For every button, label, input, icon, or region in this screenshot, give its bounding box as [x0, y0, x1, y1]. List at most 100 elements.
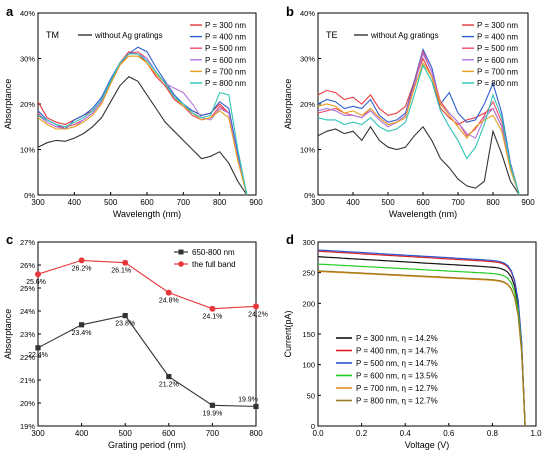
c-xtick-label: 400	[75, 429, 89, 438]
d-ytick-label: 300	[302, 238, 315, 247]
d-xlabel: Voltage (V)	[405, 440, 450, 450]
a-xtick-label: 900	[249, 198, 263, 207]
b-mode-label: TE	[326, 30, 338, 40]
b-legend-label: P = 700 nm	[477, 67, 518, 76]
b-legend-label-reference: without Ag gratings	[370, 31, 439, 40]
b-xtick-label: 300	[311, 198, 325, 207]
a-series-line-reference	[37, 76, 248, 196]
b-ytick-label: 30%	[300, 55, 315, 64]
c-series-line-2	[37, 259, 257, 310]
a-series-line-3	[37, 51, 248, 196]
d-legend-label: P = 300 nm, η = 14.2%	[356, 334, 438, 343]
d-legend-label: P = 700 nm, η = 12.7%	[356, 384, 438, 393]
c-data-label: 24.1%	[202, 314, 222, 321]
c-data-label: 26.2%	[72, 265, 92, 272]
c-data-label: 26.1%	[111, 268, 131, 275]
panel-letter-c: c	[6, 232, 13, 247]
c-data-label: 25.6%	[26, 279, 46, 286]
d-legend-label: P = 600 nm, η = 13.5%	[356, 372, 438, 381]
b-legend-label: P = 800 nm	[477, 79, 518, 88]
a-xtick-label: 600	[140, 198, 154, 207]
c-ytick-label: 21%	[20, 376, 35, 385]
c-xlabel: Grating period (nm)	[108, 440, 186, 450]
panel-letter-b: b	[286, 4, 294, 19]
a-xtick-label: 500	[104, 198, 118, 207]
b-xtick-label: 900	[521, 198, 535, 207]
b-xtick-label: 700	[451, 198, 465, 207]
b-xtick-label: 600	[416, 198, 430, 207]
panel-letter-a: a	[6, 4, 14, 19]
d-legend-label: P = 400 nm, η = 14.7%	[356, 347, 438, 356]
c-marker-square	[253, 403, 259, 410]
panel-d-chart: 0.0 0.2 0.4 0.6 0.8 1.0 0 50 100 150 200 250 300 Volt…	[283, 238, 542, 450]
c-ytick-label: 25%	[20, 284, 35, 293]
a-xlabel: Wavelength (nm)	[113, 209, 181, 219]
c-ytick-label: 27%	[20, 238, 35, 247]
a-ytick-label: 30%	[20, 55, 35, 64]
d-legend-label: P = 500 nm, η = 14.7%	[356, 359, 438, 368]
c-marker-square	[79, 322, 85, 328]
a-xtick-label: 800	[213, 198, 227, 207]
panel-letter-d: d	[286, 232, 294, 247]
d-series-line-3	[317, 249, 526, 427]
d-ylabel: Current(pA)	[283, 310, 293, 357]
a-series-line-6	[37, 53, 248, 196]
a-legend-label: P = 300 nm	[205, 21, 246, 30]
c-marker-circle	[253, 303, 259, 310]
d-xtick-label: 0.2	[356, 429, 368, 438]
d-xtick-label: 0.0	[312, 429, 324, 438]
a-ytick-label: 0%	[24, 191, 35, 200]
c-marker-circle	[165, 289, 172, 296]
d-ytick-label: 200	[302, 299, 315, 308]
d-legend-label: P = 800 nm, η = 12.7%	[356, 397, 438, 406]
d-ytick-label: 250	[302, 269, 315, 278]
a-series-line-5	[37, 55, 248, 196]
d-xtick-label: 0.8	[487, 429, 499, 438]
c-xtick-label: 700	[206, 429, 220, 438]
c-ytick-label: 20%	[20, 399, 35, 408]
a-ytick-label: 20%	[20, 100, 35, 109]
b-ytick-label: 10%	[300, 146, 315, 155]
c-legend-label: 650-800 nm	[192, 248, 235, 257]
c-marker-circle	[78, 257, 85, 264]
a-legend-label: P = 800 nm	[205, 79, 246, 88]
a-xtick-label: 700	[177, 198, 191, 207]
d-xtick-label: 1.0	[530, 429, 542, 438]
c-ytick-label: 26%	[20, 261, 35, 270]
d-series-line-2	[317, 250, 526, 427]
a-ytick-label: 40%	[20, 9, 35, 18]
c-data-label: 22.4%	[28, 352, 48, 359]
c-marker-circle	[35, 271, 41, 278]
d-series-line-6	[317, 270, 526, 427]
b-xtick-label: 800	[486, 198, 500, 207]
c-xtick-label: 300	[31, 429, 45, 438]
c-xtick-label: 500	[119, 429, 133, 438]
c-xtick-label: 800	[249, 429, 263, 438]
a-legend-label: P = 400 nm	[205, 33, 246, 42]
c-marker-circle	[122, 259, 129, 266]
c-data-label: 19.9%	[238, 396, 258, 403]
b-series-line-6	[317, 63, 520, 196]
b-series-line-4	[317, 52, 520, 196]
a-legend-label: P = 700 nm	[205, 67, 246, 76]
c-legend-label: the full band	[192, 260, 236, 269]
b-ytick-label: 20%	[300, 100, 315, 109]
b-legend-label: P = 300 nm	[477, 21, 518, 30]
c-marker-square	[122, 313, 128, 319]
d-ytick-label: 0	[311, 422, 315, 431]
d-xtick-label: 0.6	[443, 429, 455, 438]
d-series-line-4	[317, 263, 526, 427]
c-series-line-1	[37, 314, 257, 407]
c-data-label: 21.2%	[159, 382, 179, 389]
c-data-label: 23.4%	[72, 330, 92, 337]
c-legend-marker	[178, 249, 184, 255]
d-xtick-label: 0.4	[400, 429, 412, 438]
c-legend-marker	[178, 261, 184, 267]
a-legend-label: P = 500 nm	[205, 44, 246, 53]
c-data-label: 19.9%	[202, 410, 222, 417]
a-ylabel: Absorptance	[3, 79, 13, 130]
a-xtick-label: 300	[31, 198, 45, 207]
c-data-label: 24.2%	[248, 311, 268, 318]
c-ytick-label: 19%	[20, 422, 35, 431]
c-marker-circle	[209, 305, 216, 312]
